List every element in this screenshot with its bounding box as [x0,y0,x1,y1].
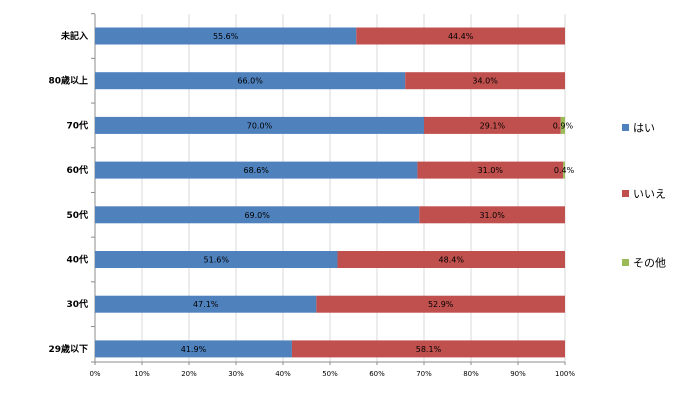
bar-segment [424,116,561,134]
bar-segment [563,161,565,179]
bars: 55.6% 44.4% 66.0% 34.0% 70.0% 29.1% 0.9% 68.6% 3… [95,27,575,358]
bar-segment [337,251,565,268]
bar-segment [95,116,424,134]
data-label: 47.1% [193,300,219,309]
bar-segment [405,72,565,90]
category-label: 29歳以下 [48,343,88,355]
data-label: 31.0% [478,166,504,175]
x-tick-label: 20% [181,370,197,378]
bar-segment [95,340,292,358]
x-tick-label: 70% [416,370,432,378]
bar-segment [95,206,420,224]
legend-label: いいえ [633,188,666,201]
data-label: 58.1% [416,345,442,354]
data-label: 48.4% [439,256,465,265]
data-label: 66.0% [237,77,263,86]
bar-segment [419,206,565,224]
data-label: 55.6% [213,32,239,41]
x-tick-label: 80% [463,370,479,378]
data-label: 52.9% [428,300,454,309]
x-tick-labels: 0% 10% 20% 30% 40% 50% 60% 70% 80% 90% 100% [89,370,575,378]
data-label: 34.0% [472,77,498,86]
bar-segment [356,27,565,45]
x-tick-label: 60% [369,370,385,378]
data-label: 68.6% [243,166,269,175]
data-label: 29.1% [480,121,506,130]
category-label: 80歳以上 [48,75,88,87]
category-labels: 未記入 80歳以上 70代 60代 50代 40代 30代 29歳以下 [48,30,88,355]
legend-swatch [622,190,629,197]
legend-label: その他 [633,257,666,270]
bar-segment [95,251,338,268]
x-tick-label: 100% [555,370,575,378]
legend-swatch [622,124,629,131]
data-label: 31.0% [479,211,505,220]
bar-segment [417,161,564,179]
category-label: 40代 [66,254,88,266]
category-label: 60代 [66,164,88,176]
category-label: 50代 [66,209,88,221]
legend-swatch [622,259,629,266]
x-tick-label: 40% [275,370,291,378]
category-label: 未記入 [60,30,88,42]
bar-segment [291,340,565,358]
category-label: 30代 [66,298,88,310]
data-label: 51.6% [204,256,230,265]
x-tick-label: 50% [322,370,338,378]
data-label: 0.4% [554,166,575,175]
data-label: 41.9% [181,345,207,354]
bar-segment [316,295,565,313]
data-label: 69.0% [244,211,270,220]
x-tick-label: 30% [228,370,244,378]
data-label: 70.0% [247,121,273,130]
x-tick-label: 10% [134,370,150,378]
data-label: 0.9% [553,121,574,130]
x-tick-label: 90% [510,370,526,378]
bar-segment [95,72,406,90]
bar-segment [560,116,565,134]
bar-segment [95,161,418,179]
bar-segment [95,27,357,45]
data-label: 44.4% [448,32,474,41]
x-tick-label: 0% [89,370,100,378]
bar-segment [95,295,317,313]
legend-label: はい [633,122,655,135]
category-label: 70代 [66,119,88,131]
